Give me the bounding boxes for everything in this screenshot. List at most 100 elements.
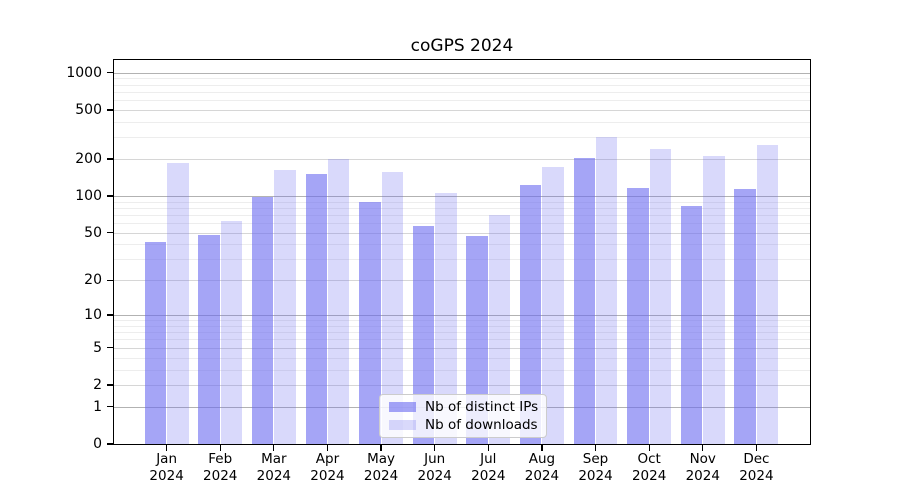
bar-downloads-sep: [596, 137, 618, 444]
bar-downloads-nov: [703, 156, 725, 444]
y-tick-label-2: 2: [93, 376, 102, 393]
x-tick-jan: [165, 444, 168, 451]
bar-distinct-ips-aug: [519, 184, 542, 444]
y-tick-20: [106, 279, 113, 282]
gridline-minor-80: [113, 207, 810, 209]
y-tick-label-1000: 1000: [66, 64, 102, 81]
y-tick-label-10: 10: [84, 307, 102, 324]
bar-downloads-mar: [274, 169, 296, 444]
x-tick-nov: [702, 444, 704, 451]
y-tick-label-100: 100: [75, 188, 102, 204]
x-tick-mar: [273, 444, 275, 451]
bar-distinct-ips-may: [359, 202, 381, 444]
bar-distinct-ips-jul: [466, 235, 488, 444]
gridline-minor-6: [113, 339, 810, 341]
gridline-minor-600: [113, 100, 810, 102]
y-tick-2: [106, 384, 113, 386]
gridline-20: [113, 280, 810, 282]
x-tick-label-aug: Aug 2024: [524, 451, 560, 484]
bar-distinct-ips-apr: [305, 174, 327, 444]
gridline-minor-60: [113, 223, 810, 225]
x-tick-label-may: May 2024: [363, 451, 399, 484]
y-tick-50: [106, 232, 113, 234]
bar-distinct-ips-jan: [144, 241, 167, 444]
legend-label-downloads: Nb of downloads: [425, 417, 538, 433]
gridline-minor-900: [113, 78, 810, 80]
bar-downloads-jan: [167, 163, 189, 444]
gridline-2: [113, 384, 810, 386]
y-tick-10: [106, 314, 113, 316]
bar-downloads-feb: [220, 221, 243, 444]
y-tick-500: [106, 109, 113, 111]
y-tick-100: [106, 195, 113, 197]
gridline-100: [113, 196, 810, 197]
y-tick-1: [106, 406, 113, 408]
bar-distinct-ips-feb: [198, 234, 220, 444]
gridline-200: [113, 159, 810, 161]
y-tick-label-50: 50: [84, 224, 102, 241]
bar-distinct-ips-jun: [412, 225, 435, 444]
legend-item-distinct-ips: Nb of distinct IPs: [389, 399, 539, 415]
bar-downloads-oct: [649, 149, 672, 444]
gridline-minor-90: [113, 201, 810, 203]
gridline-minor-9: [113, 320, 810, 322]
gridline-minor-4: [113, 357, 810, 359]
legend-item-downloads: Nb of downloads: [389, 417, 538, 433]
gridline-5: [113, 347, 810, 349]
gridline-minor-70: [113, 214, 810, 216]
x-tick-apr: [326, 444, 329, 451]
x-tick-jun: [434, 444, 436, 451]
y-tick-label-1: 1: [93, 398, 102, 415]
x-tick-may: [380, 444, 382, 451]
chart-title: coGPS 2024: [410, 36, 514, 56]
gridline-minor-800: [113, 84, 810, 86]
gridline-50: [113, 232, 810, 234]
x-tick-label-jul: Jul 2024: [471, 451, 506, 484]
gridline-minor-7: [113, 332, 810, 334]
gridline-minor-40: [113, 244, 810, 246]
x-tick-label-nov: Nov 2024: [685, 451, 720, 484]
x-tick-label-jun: Jun 2024: [417, 451, 452, 484]
bar-downloads-jul: [488, 214, 511, 444]
legend: Nb of distinct IPs Nb of downloads: [379, 394, 547, 438]
bar-downloads-may: [381, 171, 403, 444]
gridline-minor-400: [113, 121, 810, 123]
y-tick-200: [106, 158, 113, 160]
y-tick-1000: [106, 72, 113, 74]
x-tick-feb: [219, 444, 221, 451]
x-tick-oct: [648, 444, 650, 451]
bar-downloads-aug: [542, 167, 564, 444]
bar-distinct-ips-dec: [734, 188, 756, 444]
gridline-10: [113, 315, 810, 317]
bar-distinct-ips-oct: [627, 187, 649, 444]
gridline-minor-8: [113, 325, 810, 327]
bar-distinct-ips-sep: [573, 157, 596, 444]
gridline-500: [113, 109, 810, 111]
y-tick-label-200: 200: [75, 151, 102, 168]
bar-downloads-jun: [435, 192, 457, 444]
x-tick-label-oct: Oct 2024: [631, 451, 667, 484]
y-tick-5: [106, 347, 113, 349]
x-tick-sep: [594, 444, 597, 451]
x-tick-aug: [541, 444, 543, 451]
legend-swatch-distinct-ips: [389, 402, 416, 412]
x-tick-label-dec: Dec 2024: [739, 451, 774, 484]
x-tick-label-sep: Sep 2024: [578, 451, 613, 484]
y-tick-label-0: 0: [93, 436, 102, 452]
legend-swatch-downloads: [389, 420, 416, 430]
bar-distinct-ips-mar: [251, 197, 274, 444]
x-tick-dec: [755, 444, 758, 451]
x-tick-label-mar: Mar 2024: [256, 451, 292, 484]
legend-label-distinct-ips: Nb of distinct IPs: [425, 399, 539, 415]
y-tick-0: [106, 443, 113, 445]
bar-downloads-dec: [756, 144, 779, 444]
bar-distinct-ips-nov: [680, 205, 703, 444]
gridline-1000: [113, 72, 810, 74]
y-tick-label-500: 500: [75, 101, 102, 118]
gridline-minor-3: [113, 369, 810, 371]
gridline-minor-30: [113, 259, 810, 261]
y-tick-label-20: 20: [84, 272, 102, 289]
y-tick-label-5: 5: [93, 339, 102, 356]
x-tick-label-jan: Jan 2024: [149, 451, 184, 484]
